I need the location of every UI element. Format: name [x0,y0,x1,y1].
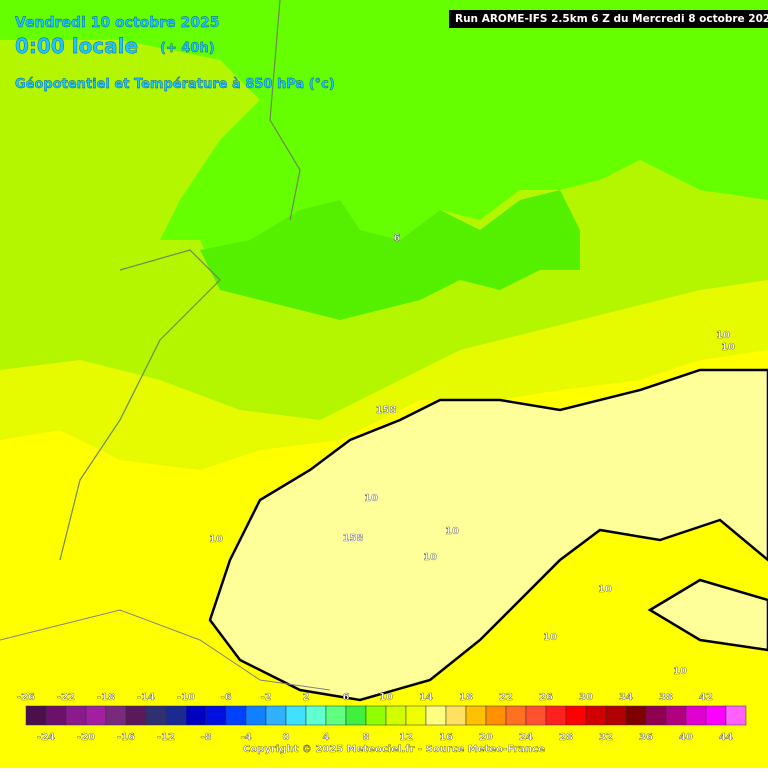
color-swatch [305,705,327,726]
color-swatch [725,705,747,726]
green-zone [0,0,768,300]
contour-label: 10 [423,552,437,563]
color-swatch [685,705,707,726]
color-swatch [445,705,467,726]
color-swatch [345,705,367,726]
legend-bottom-label: -16 [117,732,135,743]
contour-label: 10 [716,330,730,341]
parameter: Géopotentiel et Température à 850 hPa (°… [15,77,335,92]
legend-bottom-label: -12 [157,732,175,743]
green-zone-2 [200,190,580,320]
color-swatch [565,705,587,726]
time: 0:00 locale [15,34,138,58]
contour-label: 10 [543,632,557,643]
legend-bottom-label: 8 [363,732,370,743]
legend-top-label: 34 [619,692,633,703]
legend-bottom-label: 36 [639,732,653,743]
color-swatch [525,705,547,726]
pale-zone-2 [647,578,768,652]
color-swatch [205,705,227,726]
legend-bottom-label: 12 [399,732,413,743]
contour-label: 10 [364,493,378,504]
color-swatch [545,705,567,726]
legend-bottom-label: 32 [599,732,613,743]
color-swatch [145,705,167,726]
legend-bottom-label: 4 [323,732,330,743]
color-swatch [125,705,147,726]
legend-top-label: -26 [17,692,35,703]
legend-top-label: 42 [699,692,713,703]
pale-zone [208,368,768,702]
color-swatch [285,705,307,726]
contour-label: 10 [673,666,687,677]
color-swatch [185,705,207,726]
color-swatch [365,705,387,726]
color-swatch [585,705,607,726]
color-swatch [225,705,247,726]
copyright: Copyright © 2025 Meteociel.fr - Source M… [243,744,545,755]
run-text: Run AROME-IFS 2.5km 6 Z du Mercredi 8 oc… [455,13,768,25]
color-swatch [465,705,487,726]
color-swatch [605,705,627,726]
contour-label: 6 [394,233,401,244]
color-swatch [505,705,527,726]
legend-bottom-label: -20 [77,732,95,743]
legend-bottom-label: 44 [719,732,733,743]
legend-bottom-label: 0 [283,732,290,743]
legend-top-label: -22 [57,692,75,703]
color-swatch [25,705,47,726]
contour-label: 10 [209,534,223,545]
color-swatch [485,705,507,726]
color-swatch [405,705,427,726]
color-swatch [705,705,727,726]
date: Vendredi 10 octobre 2025 [15,15,220,31]
color-swatch [665,705,687,726]
contour-label: 158 [376,405,397,416]
legend-top-label: 30 [579,692,593,703]
legend-top-label: -6 [220,692,231,703]
legend-top-label: -10 [177,692,195,703]
border [0,609,331,691]
color-swatch [105,705,127,726]
legend-top-label: 14 [419,692,433,703]
legend-bottom-label: -8 [200,732,211,743]
legend-top-label: 18 [459,692,473,703]
legend-bottom-label: 16 [439,732,453,743]
color-swatch [65,705,87,726]
lead: (+ 40h) [160,41,215,56]
legend-top-label: -14 [137,692,155,703]
legend-bottom-label: 40 [679,732,693,743]
color-swatch [45,705,67,726]
contour-label: 158 [343,533,364,544]
legend-top-label: -18 [97,692,115,703]
run-box [449,10,768,28]
legend-bottom-label: -24 [37,732,55,743]
color-swatch [325,705,347,726]
legend-top-label: 2 [303,692,310,703]
legend-top-label: 10 [379,692,393,703]
color-swatch [265,705,287,726]
color-swatch [165,705,187,726]
contour-label: 10 [598,584,612,595]
color-swatch [85,705,107,726]
color-swatch [245,705,267,726]
legend-bottom-label: 24 [519,732,533,743]
border-2 [59,0,301,561]
legend-top-label: 22 [499,692,513,703]
legend-top-label: 6 [343,692,350,703]
legend-bottom-label: 20 [479,732,493,743]
color-swatch [385,705,407,726]
color-swatch [425,705,447,726]
color-swatch [625,705,647,726]
legend-top-label: 26 [539,692,553,703]
legend-top-label: -2 [260,692,271,703]
contour-label: 10 [445,526,459,537]
color-swatch [645,705,667,726]
contour-label: 10 [721,342,735,353]
legend-top-label: 38 [659,692,673,703]
legend-bottom-label: 28 [559,732,573,743]
legend-bottom-label: -4 [240,732,251,743]
